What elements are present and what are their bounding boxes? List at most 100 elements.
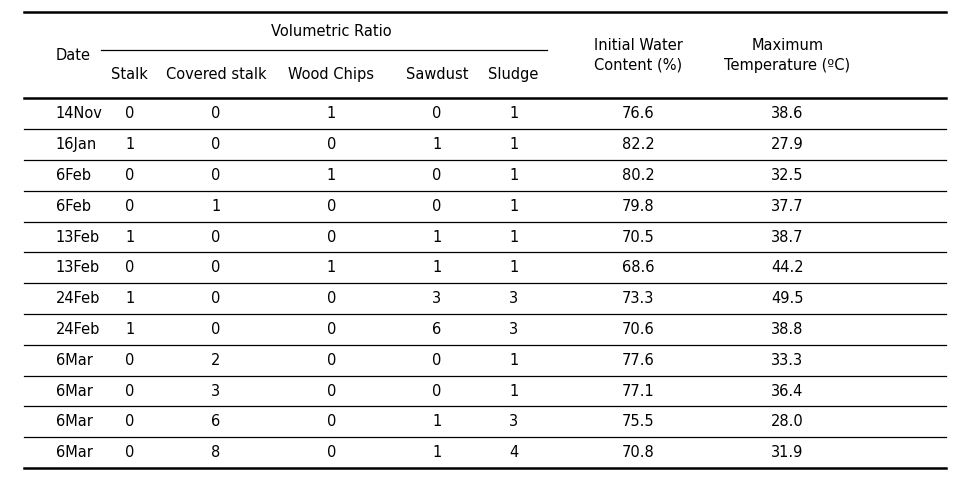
Text: 0: 0	[211, 229, 221, 244]
Text: 0: 0	[211, 260, 221, 276]
Text: 1: 1	[509, 199, 518, 214]
Text: 0: 0	[432, 384, 442, 398]
Text: 1: 1	[509, 229, 518, 244]
Text: 1: 1	[432, 414, 442, 429]
Text: 0: 0	[326, 353, 336, 368]
Text: 13Feb: 13Feb	[56, 260, 100, 276]
Text: 70.6: 70.6	[622, 322, 655, 337]
Text: 70.5: 70.5	[622, 229, 655, 244]
Text: 1: 1	[432, 445, 442, 460]
Text: 0: 0	[326, 137, 336, 152]
Text: 0: 0	[211, 291, 221, 306]
Text: 3: 3	[432, 291, 442, 306]
Text: 6Feb: 6Feb	[56, 168, 90, 183]
Text: 75.5: 75.5	[622, 414, 655, 429]
Text: 1: 1	[432, 229, 442, 244]
Text: 3: 3	[509, 322, 518, 337]
Text: 0: 0	[326, 384, 336, 398]
Text: 76.6: 76.6	[622, 106, 655, 121]
Text: 33.3: 33.3	[771, 353, 804, 368]
Text: Volumetric Ratio: Volumetric Ratio	[271, 24, 392, 39]
Text: 31.9: 31.9	[771, 445, 804, 460]
Text: 8: 8	[211, 445, 221, 460]
Text: Maximum
Temperature (ºC): Maximum Temperature (ºC)	[724, 38, 851, 72]
Text: Sawdust: Sawdust	[405, 67, 468, 82]
Text: 3: 3	[211, 384, 221, 398]
Text: 6Mar: 6Mar	[56, 384, 92, 398]
Text: 16Jan: 16Jan	[56, 137, 97, 152]
Text: 3: 3	[509, 414, 518, 429]
Text: 0: 0	[326, 445, 336, 460]
Text: 27.9: 27.9	[771, 137, 804, 152]
Text: 0: 0	[326, 414, 336, 429]
Text: 0: 0	[125, 384, 134, 398]
Text: 68.6: 68.6	[622, 260, 655, 276]
Text: Initial Water
Content (%): Initial Water Content (%)	[594, 38, 683, 72]
Text: 1: 1	[432, 260, 442, 276]
Text: 13Feb: 13Feb	[56, 229, 100, 244]
Text: 6: 6	[211, 414, 221, 429]
Text: 24Feb: 24Feb	[56, 291, 100, 306]
Text: 0: 0	[326, 291, 336, 306]
Text: 0: 0	[125, 414, 134, 429]
Text: 1: 1	[509, 384, 518, 398]
Text: 1: 1	[326, 168, 336, 183]
Text: 0: 0	[326, 229, 336, 244]
Text: 1: 1	[509, 168, 518, 183]
Text: Sludge: Sludge	[489, 67, 539, 82]
Text: Date: Date	[56, 48, 90, 63]
Text: 0: 0	[125, 260, 134, 276]
Text: 1: 1	[125, 137, 134, 152]
Text: 0: 0	[211, 168, 221, 183]
Text: 80.2: 80.2	[622, 168, 655, 183]
Text: 36.4: 36.4	[771, 384, 804, 398]
Text: 0: 0	[125, 168, 134, 183]
Text: 73.3: 73.3	[622, 291, 655, 306]
Text: 37.7: 37.7	[771, 199, 804, 214]
Text: 38.8: 38.8	[771, 322, 804, 337]
Text: 0: 0	[432, 353, 442, 368]
Text: 38.6: 38.6	[771, 106, 804, 121]
Text: 0: 0	[432, 168, 442, 183]
Text: 0: 0	[211, 106, 221, 121]
Text: 4: 4	[509, 445, 518, 460]
Text: 70.8: 70.8	[622, 445, 655, 460]
Text: 3: 3	[509, 291, 518, 306]
Text: 0: 0	[432, 106, 442, 121]
Text: 1: 1	[125, 322, 134, 337]
Text: 6: 6	[432, 322, 442, 337]
Text: 2: 2	[211, 353, 221, 368]
Text: 1: 1	[125, 291, 134, 306]
Text: 1: 1	[211, 199, 221, 214]
Text: 79.8: 79.8	[622, 199, 655, 214]
Text: 24Feb: 24Feb	[56, 322, 100, 337]
Text: 0: 0	[125, 106, 134, 121]
Text: 6Feb: 6Feb	[56, 199, 90, 214]
Text: 1: 1	[432, 137, 442, 152]
Text: 1: 1	[509, 260, 518, 276]
Text: 38.7: 38.7	[771, 229, 804, 244]
Text: 0: 0	[432, 199, 442, 214]
Text: 0: 0	[125, 353, 134, 368]
Text: 1: 1	[125, 229, 134, 244]
Text: 6Mar: 6Mar	[56, 414, 92, 429]
Text: 1: 1	[509, 353, 518, 368]
Text: 28.0: 28.0	[771, 414, 804, 429]
Text: 82.2: 82.2	[622, 137, 655, 152]
Text: 0: 0	[125, 199, 134, 214]
Text: 1: 1	[326, 260, 336, 276]
Text: 0: 0	[326, 199, 336, 214]
Text: 1: 1	[326, 106, 336, 121]
Text: Stalk: Stalk	[111, 67, 148, 82]
Text: 77.6: 77.6	[622, 353, 655, 368]
Text: 49.5: 49.5	[771, 291, 804, 306]
Text: 0: 0	[125, 445, 134, 460]
Text: 1: 1	[509, 137, 518, 152]
Text: Wood Chips: Wood Chips	[288, 67, 374, 82]
Text: 0: 0	[326, 322, 336, 337]
Text: 1: 1	[509, 106, 518, 121]
Text: 32.5: 32.5	[771, 168, 804, 183]
Text: 0: 0	[211, 137, 221, 152]
Text: 6Mar: 6Mar	[56, 445, 92, 460]
Text: 0: 0	[211, 322, 221, 337]
